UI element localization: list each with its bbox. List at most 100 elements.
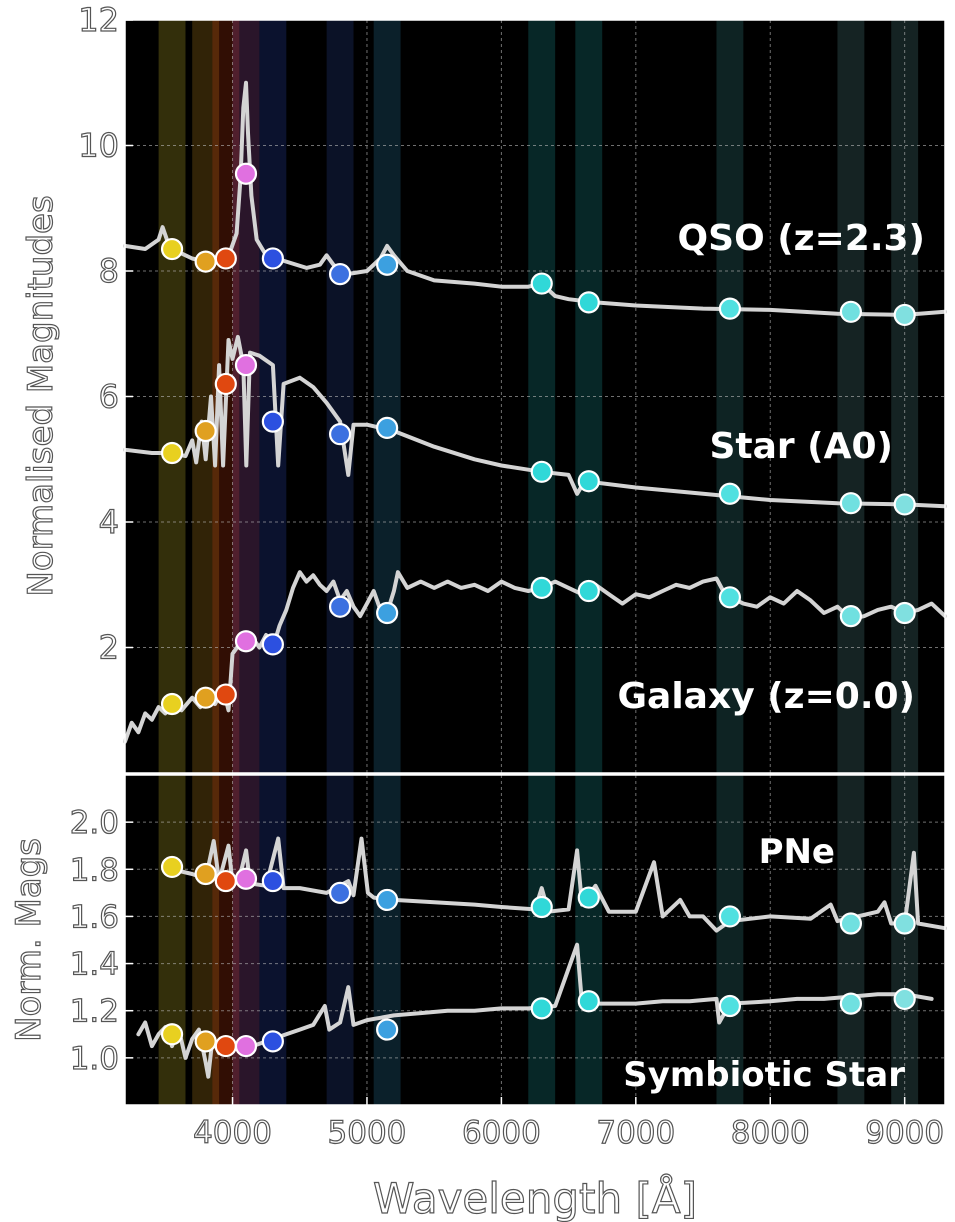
photometry-point (194, 686, 217, 709)
photometry-point (194, 419, 217, 443)
photometry-point (328, 595, 352, 618)
photometry-point (577, 470, 600, 493)
photometry-point (376, 601, 399, 625)
filter-band (158, 775, 186, 1105)
photometry-point (376, 416, 399, 439)
photometry-point (160, 855, 184, 879)
x-tick-label: 5000 (328, 1115, 407, 1151)
filter-band (259, 775, 287, 1105)
x-tick-label: 9000 (865, 1115, 944, 1151)
x-tick-label: 7000 (596, 1115, 675, 1151)
photometry-point (376, 1018, 399, 1041)
photometry-point (718, 994, 742, 1018)
y-axis-label: Normalised Magnitudes (21, 195, 61, 596)
y-axis-label: Norm. Mags (9, 838, 49, 1042)
y-tick-label: 1.0 (70, 1041, 119, 1077)
photometry-point (261, 633, 284, 656)
filter-band (716, 775, 744, 1105)
photometry-point (160, 237, 184, 261)
photometry-point (577, 886, 600, 909)
photometry-point (839, 300, 863, 323)
photometry-point (530, 895, 553, 919)
filter-band (326, 775, 354, 1105)
photometry-point (839, 492, 863, 515)
photometry-point (160, 692, 184, 716)
photometry-point (376, 888, 399, 912)
photometry-point (234, 162, 258, 185)
panel-frame (124, 19, 946, 774)
x-tick-label: 8000 (731, 1115, 810, 1151)
photometry-point (234, 630, 258, 653)
photometry-point (839, 605, 863, 628)
photometry-point (261, 869, 284, 893)
series-label: QSO (z=2.3) (678, 218, 925, 259)
photometry-point (839, 912, 863, 935)
axes: 2 4 6 8 10 12 Normalised Magnitudes 1.0 1.2 1.4 1.… (8, 0, 946, 1222)
filter-band (373, 775, 401, 1105)
photometry-point (234, 1034, 258, 1058)
photometry-point (214, 1034, 237, 1058)
y-tick-label: 1.6 (70, 899, 119, 935)
photometry-point (839, 992, 863, 1015)
y-tick-label: 10 (78, 127, 119, 165)
series-label: Symbiotic Star (623, 1055, 905, 1095)
y-tick-label: 6 (99, 378, 119, 416)
filter-band (528, 775, 556, 1105)
photometry-point (893, 493, 916, 516)
x-tick-label: 4000 (193, 1115, 272, 1151)
photometry-point (214, 372, 237, 396)
photometry-point (328, 881, 352, 904)
photometry-point (194, 1030, 217, 1053)
y-tick-label: 8 (99, 252, 119, 290)
y-tick-label: 1.2 (70, 994, 119, 1030)
photometry-point (718, 586, 742, 609)
photometry-point (261, 410, 284, 433)
photometry-point (261, 1030, 284, 1053)
x-tick-label: 6000 (462, 1115, 541, 1151)
y-tick-label: 2 (99, 629, 119, 667)
photometry-point (893, 601, 916, 625)
series-line (136, 942, 934, 1079)
photometry-point (234, 867, 258, 890)
photometry-point (718, 297, 742, 320)
photometry-point (530, 272, 553, 295)
photometry-point (234, 354, 258, 377)
photometry-point (530, 997, 553, 1020)
filter-band (837, 775, 865, 1105)
y-tick-label: 1.4 (70, 947, 119, 983)
photometry-point (328, 423, 352, 446)
photometry-point (893, 912, 916, 935)
panel-frame (124, 774, 946, 1106)
photometry-point (160, 1023, 184, 1046)
bottom-panel-background (125, 775, 945, 1105)
photometry-point (328, 263, 352, 286)
y-tick-label: 1.8 (70, 852, 119, 888)
y-tick-label: 2.0 (70, 805, 119, 841)
y-tick-label: 4 (99, 503, 119, 541)
photometry-point (194, 250, 217, 273)
series-layer (123, 80, 947, 1079)
photometry-point (160, 441, 184, 465)
photometry-point (577, 579, 600, 603)
photometry-point (214, 869, 237, 893)
series-label: Galaxy (z=0.0) (618, 676, 916, 717)
photometry-point (577, 990, 600, 1013)
y-tick-label: 12 (78, 1, 119, 39)
photometry-point (893, 303, 916, 327)
photometry-point (530, 460, 553, 483)
series-line (170, 836, 947, 933)
photometry-point (718, 905, 742, 928)
photometry-point (214, 247, 237, 270)
photometry-point (214, 683, 237, 706)
series-labels: QSO (z=2.3) Star (A0) Galaxy (z=0.0) PNe Sym… (618, 218, 926, 1095)
x-axis-label: Wavelength [Å] (373, 1173, 697, 1222)
photometry-point (718, 482, 742, 505)
photometry-point (893, 987, 916, 1011)
series-label: PNe (759, 832, 835, 872)
series-line (123, 334, 947, 509)
photometry-point (376, 253, 399, 276)
filter-band (575, 775, 603, 1105)
photometry-point (577, 291, 600, 314)
grid-lines (125, 20, 945, 1105)
